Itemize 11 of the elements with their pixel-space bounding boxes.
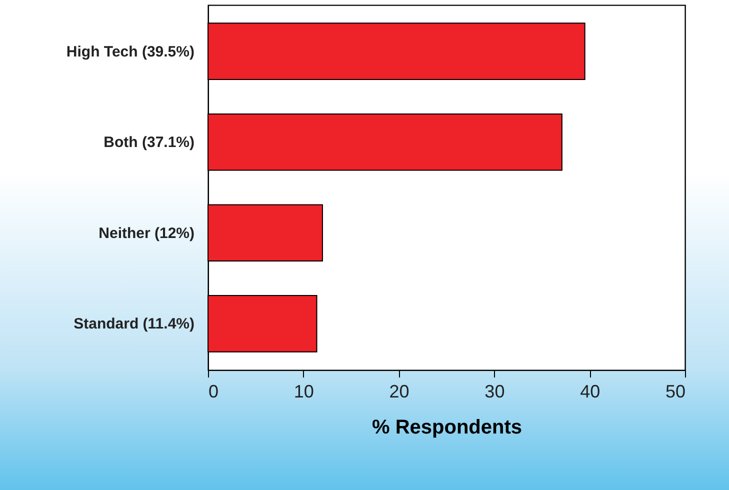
x-tick-label: 20 (389, 382, 410, 402)
y-tick-label: Neither (12%) (98, 224, 195, 242)
x-tick-label: 0 (208, 382, 219, 402)
y-tick-label: High Tech (39.5%) (66, 43, 194, 60)
x-axis-title: % Respondents (372, 416, 522, 438)
x-tick-label: 50 (665, 382, 686, 402)
x-tick-label: 40 (580, 382, 600, 402)
y-tick-label: Standard (11.4%) (74, 316, 194, 333)
x-tick-label: 30 (484, 382, 505, 402)
x-tick-label: 10 (294, 382, 314, 402)
y-tick-label: Both (37.1%) (104, 134, 195, 152)
